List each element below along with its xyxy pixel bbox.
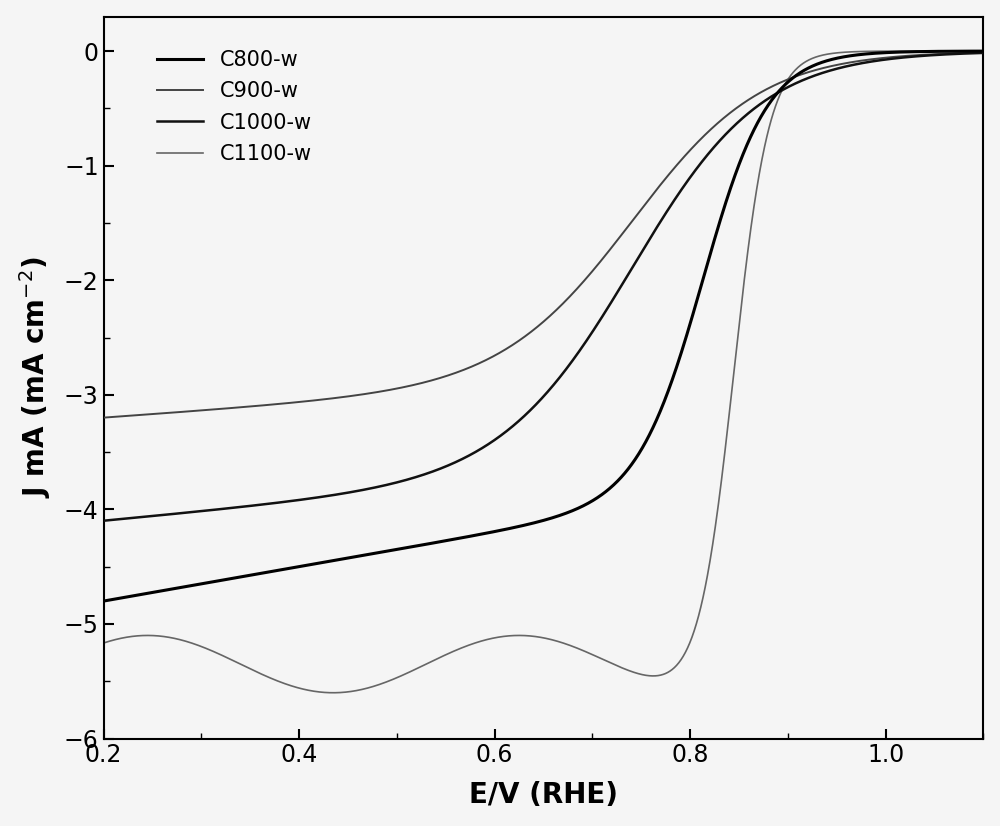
C1000-w xyxy=(790,78,802,88)
C800-w xyxy=(142,588,154,598)
C900-w xyxy=(525,326,537,336)
C1000-w xyxy=(951,49,963,59)
Y-axis label: J mA (mA cm$^{-2}$): J mA (mA cm$^{-2}$) xyxy=(17,257,53,498)
C1100-w xyxy=(952,46,964,56)
C800-w xyxy=(98,596,110,606)
C900-w xyxy=(977,48,989,58)
Line: C800-w: C800-w xyxy=(104,51,983,601)
C1000-w xyxy=(98,515,110,525)
C1100-w xyxy=(526,631,538,641)
C1100-w xyxy=(142,630,154,640)
C1000-w xyxy=(525,404,537,414)
C1000-w xyxy=(952,49,964,59)
C900-w xyxy=(790,71,802,81)
C1100-w xyxy=(952,46,964,56)
Legend: C800-w, C900-w, C1000-w, C1100-w: C800-w, C900-w, C1000-w, C1100-w xyxy=(149,41,320,173)
C800-w xyxy=(790,70,802,80)
C900-w xyxy=(952,48,964,58)
C1100-w xyxy=(98,638,110,648)
C1000-w xyxy=(142,511,154,521)
C900-w xyxy=(951,48,963,58)
C900-w xyxy=(142,410,154,420)
C800-w xyxy=(502,524,514,534)
C800-w xyxy=(952,46,964,56)
C1100-w xyxy=(502,631,514,641)
Line: C1000-w: C1000-w xyxy=(104,53,983,520)
Line: C1100-w: C1100-w xyxy=(104,51,983,693)
C800-w xyxy=(525,519,537,529)
C900-w xyxy=(502,343,514,353)
C1100-w xyxy=(791,64,803,74)
C900-w xyxy=(98,413,110,423)
C1100-w xyxy=(977,46,989,56)
C800-w xyxy=(951,46,963,56)
C1100-w xyxy=(327,688,339,698)
C1000-w xyxy=(977,48,989,58)
C1000-w xyxy=(502,425,514,435)
X-axis label: E/V (RHE): E/V (RHE) xyxy=(469,781,618,809)
C800-w xyxy=(977,46,989,56)
Line: C900-w: C900-w xyxy=(104,53,983,418)
